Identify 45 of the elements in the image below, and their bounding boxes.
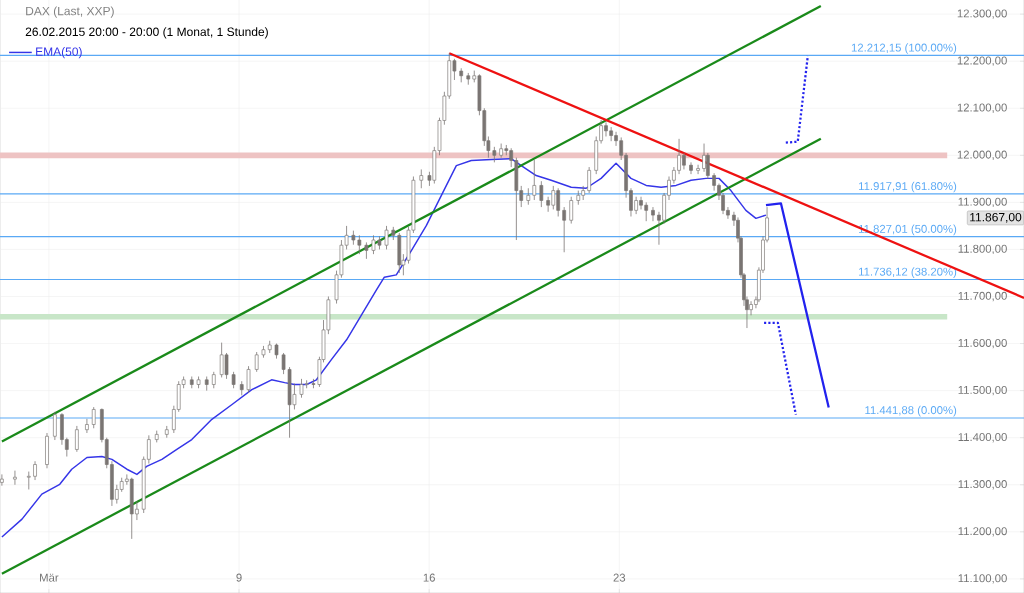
candlestick [13, 470, 17, 486]
y-tick-label: 11.200,00 [958, 527, 1007, 537]
y-tick-label: 11.900,00 [958, 197, 1007, 208]
y-tick-label: 12.000,00 [957, 150, 1007, 160]
y-tick-label: 11.100,00 [958, 574, 1007, 584]
candlestick [91, 406, 96, 429]
y-tick-label: 11.400,00 [958, 433, 1007, 443]
candlestick [539, 180, 544, 208]
candlestick [569, 196, 574, 224]
candlestick [696, 164, 700, 175]
y-tick-label: 12.100,00 [957, 103, 1007, 113]
annotation: 11.867,00 [970, 212, 1022, 223]
candlestick [33, 460, 37, 481]
candlestick [53, 411, 57, 441]
candlestick [384, 225, 389, 250]
x-tick-label: 16 [423, 573, 435, 582]
ref-line-label: 12.212,15 (100.00%) [851, 43, 957, 54]
y-tick-label: 11.600,00 [958, 338, 1007, 349]
candlestick [587, 166, 591, 194]
candlestick [85, 418, 89, 434]
text: DAX (Last, XXP) [26, 6, 114, 18]
text: 26.02.2015 20:00 - 20:00 (1 Monat, 1 Stunde) [25, 27, 268, 39]
ref-line-label: 11.736,12 (38.20%) [859, 267, 957, 278]
candlestick [651, 206, 655, 222]
candlestick [0, 474, 4, 487]
candlestick [246, 365, 251, 394]
ref-line-label: 11.917,91 (61.80%) [859, 181, 957, 193]
x-tick-label: 9 [236, 573, 242, 582]
y-tick-label: 12.300,00 [957, 9, 1007, 19]
y-tick-label: 11.500,00 [958, 385, 1007, 396]
x-tick-label: Mär [40, 573, 59, 582]
ref-line-label: 11.441,88 (0.00%) [865, 405, 957, 417]
candlestick [75, 425, 79, 453]
candlestick [254, 351, 259, 373]
candlestick [419, 169, 424, 189]
y-tick-label: 11.700,00 [958, 291, 1007, 302]
y-tick-label: 11.800,00 [958, 244, 1007, 255]
x-tick-label: 23 [613, 573, 626, 582]
candlestick [702, 143, 706, 173]
candlestick [532, 159, 537, 201]
candlestick [562, 206, 566, 253]
y-tick-label: 11.300,00 [958, 480, 1007, 490]
candlestick [689, 161, 693, 175]
y-tick-label: 12.200,00 [957, 56, 1007, 66]
candlestick [26, 471, 31, 490]
